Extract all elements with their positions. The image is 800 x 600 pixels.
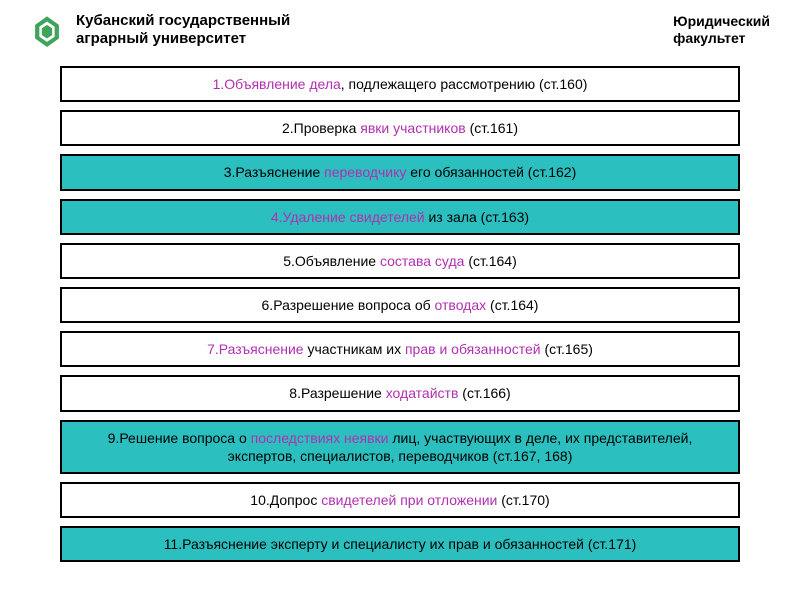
step-box-10: 10.Допрос свидетелей при отложении (ст.1… — [60, 482, 740, 518]
faculty-line2: факультет — [673, 30, 770, 47]
highlight-text: 7.Разъяснение — [207, 341, 307, 357]
faculty-name: Юридический факультет — [673, 13, 770, 47]
plain-text: 11.Разъяснение эксперту и специалисту их… — [164, 536, 637, 552]
plain-text: (ст.161) — [470, 120, 518, 136]
plain-text: его обязанностей (ст.162) — [410, 164, 576, 180]
step-box-2: 2.Проверка явки участников (ст.161) — [60, 110, 740, 146]
step-box-4: 4.Удаление свидетелей из зала (ст.163) — [60, 199, 740, 235]
step-box-1: 1.Объявление дела, подлежащего рассмотре… — [60, 66, 740, 102]
step-box-8: 8.Разрешение ходатайств (ст.166) — [60, 375, 740, 411]
university-name-line1: Кубанский государственный — [76, 12, 290, 30]
plain-text: 3.Разъяснение — [224, 164, 324, 180]
university-name: Кубанский государственный аграрный униве… — [76, 12, 290, 48]
header: Кубанский государственный аграрный униве… — [0, 0, 800, 58]
highlight-text: 4.Удаление свидетелей — [271, 209, 429, 225]
header-left: Кубанский государственный аграрный униве… — [30, 12, 290, 48]
plain-text: из зала (ст.163) — [428, 209, 529, 225]
highlight-text: последствиях неявки — [251, 430, 393, 446]
highlight-text: прав и обязанностей — [405, 341, 544, 357]
highlight-text: переводчику — [324, 164, 410, 180]
step-box-7: 7.Разъяснение участникам их прав и обяза… — [60, 331, 740, 367]
plain-text: (ст.164) — [468, 253, 516, 269]
highlight-text: состава суда — [380, 253, 468, 269]
plain-text: (ст.166) — [462, 385, 510, 401]
step-box-11: 11.Разъяснение эксперту и специалисту их… — [60, 526, 740, 562]
university-logo-icon — [30, 13, 64, 47]
plain-text: (ст.165) — [544, 341, 592, 357]
plain-text: 5.Объявление — [283, 253, 380, 269]
highlight-text: отводах — [435, 297, 491, 313]
faculty-line1: Юридический — [673, 13, 770, 30]
plain-text: 2.Проверка — [282, 120, 360, 136]
university-name-line2: аграрный университет — [76, 30, 290, 48]
plain-text: (ст.170) — [501, 492, 549, 508]
plain-text: , подлежащего рассмотрению (ст.160) — [341, 76, 588, 92]
steps-list: 1.Объявление дела, подлежащего рассмотре… — [0, 58, 800, 562]
step-box-5: 5.Объявление состава суда (ст.164) — [60, 243, 740, 279]
plain-text: (ст.164) — [490, 297, 538, 313]
highlight-text: свидетелей при отложении — [321, 492, 501, 508]
plain-text: 10.Допрос — [250, 492, 321, 508]
step-box-6: 6.Разрешение вопроса об отводах (ст.164) — [60, 287, 740, 323]
plain-text: 9.Решение вопроса о — [108, 430, 251, 446]
plain-text: 8.Разрешение — [289, 385, 385, 401]
plain-text: 6.Разрешение вопроса об — [262, 297, 435, 313]
step-box-3: 3.Разъяснение переводчику его обязанност… — [60, 154, 740, 190]
highlight-text: 1.Объявление дела — [213, 76, 341, 92]
plain-text: участникам их — [307, 341, 405, 357]
highlight-text: ходатайств — [386, 385, 463, 401]
highlight-text: явки участников — [360, 120, 469, 136]
step-box-9: 9.Решение вопроса о последствиях неявки … — [60, 420, 740, 474]
